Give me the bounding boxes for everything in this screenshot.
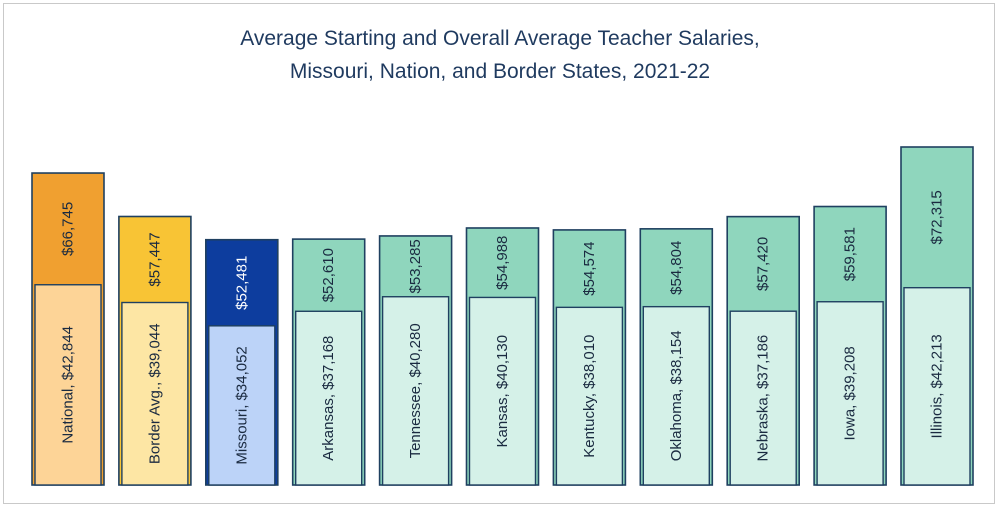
bar-group-illinois: $72,315 Illinois, $42,213: [900, 146, 974, 486]
overall-average-label-oklahoma: $54,804: [668, 241, 685, 295]
starting-salary-bar-iowa: [816, 301, 884, 486]
starting-salary-label-arkansas: Arkansas, $37,168: [320, 336, 337, 461]
bar-group-oklahoma: $54,804 Oklahoma, $38,154: [639, 228, 714, 486]
chart-title: Average Starting and Overall Average Tea…: [4, 22, 996, 88]
overall-average-label-national: $66,745: [60, 202, 77, 256]
starting-salary-bar-missouri: [208, 325, 276, 486]
chart-title-line-2: Missouri, Nation, and Border States, 202…: [289, 60, 711, 83]
starting-salary-label-missouri: Missouri, $34,052: [233, 346, 250, 464]
starting-salary-label-border-avg: Border Avg., $39,044: [146, 323, 163, 464]
bar-group-kansas: $54,988 Kansas, $40,130: [465, 227, 540, 486]
bar-group-arkansas: $52,610 Arkansas, $37,168: [291, 238, 366, 486]
bar-group-missouri: $52,481 Missouri, $34,052: [205, 238, 279, 486]
starting-salary-label-kansas: Kansas, $40,130: [494, 335, 511, 448]
starting-salary-label-national: National, $42,844: [60, 326, 77, 444]
bar-group-kentucky: $54,574 Kentucky, $38,010: [552, 229, 627, 486]
starting-salary-bar-nebraska: [729, 310, 797, 486]
overall-average-label-arkansas: $52,610: [320, 248, 337, 302]
overall-average-label-nebraska: $57,420: [755, 237, 772, 291]
overall-average-label-iowa: $59,581: [842, 227, 859, 281]
starting-salary-label-nebraska: Nebraska, $37,186: [755, 335, 772, 462]
overall-average-label-kentucky: $54,574: [581, 242, 598, 296]
bar-group-nebraska: $57,420 Nebraska, $37,186: [726, 215, 801, 486]
bar-group-tennessee: $53,285 Tennessee, $40,280: [378, 235, 453, 486]
starting-salary-bar-tennessee: [381, 296, 450, 486]
chart-frame: Average Starting and Overall Average Tea…: [3, 3, 995, 504]
starting-salary-label-iowa: Iowa, $39,208: [842, 346, 859, 440]
starting-salary-label-illinois: Illinois, $42,213: [929, 334, 946, 438]
starting-salary-bar-arkansas: [295, 310, 363, 486]
starting-salary-label-tennessee: Tennessee, $40,280: [407, 323, 424, 458]
overall-average-label-border-avg: $57,447: [146, 232, 163, 286]
starting-salary-bar-oklahoma: [642, 305, 710, 486]
starting-salary-bar-kansas: [468, 296, 537, 486]
starting-salary-bar-border-avg: [121, 301, 189, 486]
starting-salary-bar-illinois: [903, 286, 971, 486]
overall-average-label-illinois: $72,315: [929, 190, 946, 244]
chart-title-line-1: Average Starting and Overall Average Tea…: [240, 27, 760, 50]
overall-average-label-missouri: $52,481: [233, 256, 250, 310]
bar-group-border-avg: $57,447 Border Avg., $39,044: [118, 215, 192, 486]
bar-group-national: $66,745 National, $42,844: [31, 172, 105, 486]
overall-average-label-tennessee: $53,285: [407, 239, 424, 293]
starting-salary-label-kentucky: Kentucky, $38,010: [581, 335, 598, 458]
starting-salary-bar-kentucky: [555, 306, 624, 486]
bar-chart: $66,745 National, $42,844 $57,447 Border Av…: [31, 146, 974, 486]
starting-salary-label-oklahoma: Oklahoma, $38,154: [668, 330, 685, 461]
overall-average-label-kansas: $54,988: [494, 236, 511, 290]
bar-group-iowa: $59,581 Iowa, $39,208: [813, 205, 887, 486]
starting-salary-bar-national: [34, 284, 102, 486]
